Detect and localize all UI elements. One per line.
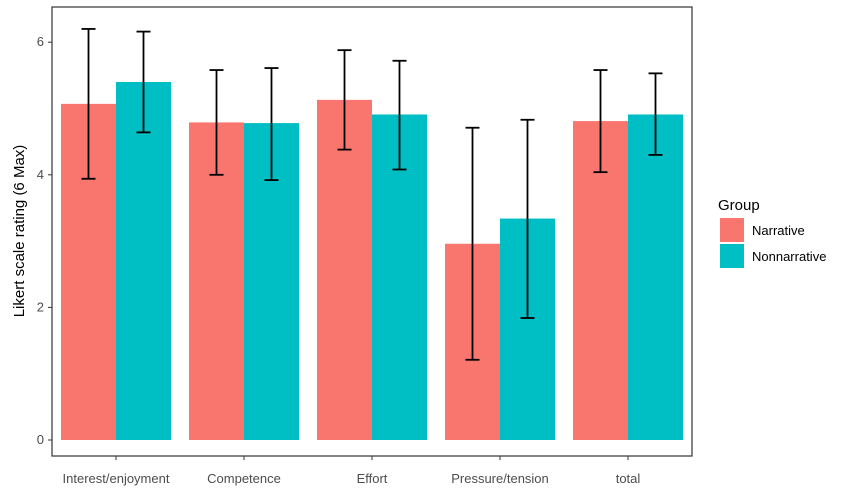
legend-label-narrative: Narrative <box>752 223 805 238</box>
x-tick-label: Competence <box>207 471 281 486</box>
x-tick-label: Effort <box>357 471 388 486</box>
bar-narrative-4 <box>573 121 628 441</box>
legend: Group Narrative Nonnarrative <box>718 197 826 268</box>
bar-narrative-2 <box>317 99 372 441</box>
legend-key-narrative <box>720 218 744 242</box>
error-bars-layer <box>81 28 663 361</box>
bar-nonnarrative-4 <box>628 114 683 440</box>
x-axis: Interest/enjoyment Competence Effort Pressu… <box>63 456 641 486</box>
y-tick-label: 0 <box>37 432 44 447</box>
y-tick-label: 6 <box>37 34 44 49</box>
bar-nonnarrative-0 <box>116 81 171 440</box>
x-tick-label: Interest/enjoyment <box>63 471 170 486</box>
legend-title: Group <box>718 197 760 214</box>
legend-label-nonnarrative: Nonnarrative <box>752 249 826 264</box>
bars-layer <box>61 81 683 441</box>
y-tick-label: 4 <box>37 167 44 182</box>
x-tick-label: total <box>616 471 641 486</box>
y-axis: 0 2 4 6 <box>37 34 52 447</box>
legend-key-nonnarrative <box>720 244 744 268</box>
y-axis-title: Likert scale rating (6 Max) <box>11 145 28 318</box>
y-tick-label: 2 <box>37 299 44 314</box>
x-tick-label: Pressure/tension <box>451 471 549 486</box>
